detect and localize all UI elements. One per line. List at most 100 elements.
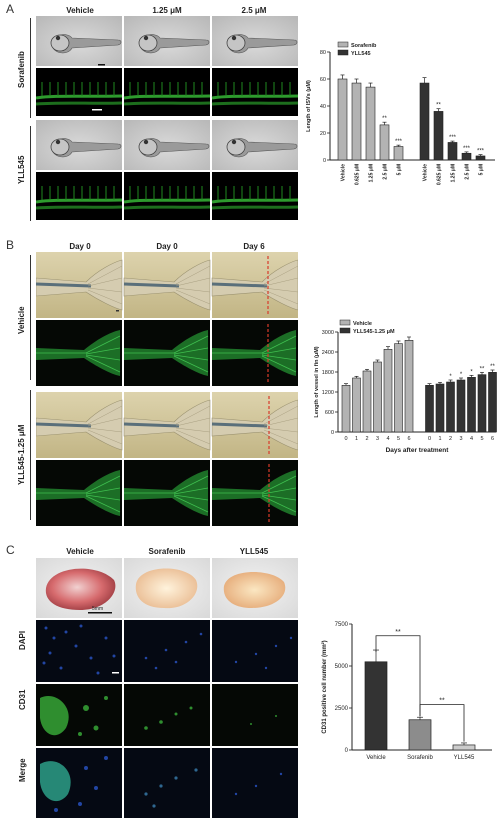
panel-label-b: B bbox=[6, 238, 15, 252]
y-tick-label: 2400 bbox=[322, 350, 334, 356]
bar bbox=[456, 379, 466, 433]
bar bbox=[383, 349, 393, 433]
significance-label: * bbox=[460, 372, 463, 378]
bar bbox=[373, 361, 382, 433]
panel-c-col-1: Vehicle bbox=[66, 547, 94, 556]
bar bbox=[393, 146, 404, 161]
x-tick-label: 3 bbox=[459, 436, 462, 442]
bar bbox=[379, 124, 390, 161]
x-tick-label: 4 bbox=[470, 436, 473, 442]
bar bbox=[404, 340, 414, 433]
panel-a-chart: 0 20 40 60 80 Length of ISVs (μM) Vehicle 0.625… bbox=[306, 41, 495, 185]
y-tick-label: 1200 bbox=[322, 390, 334, 396]
panel-a-row-line-2 bbox=[30, 126, 31, 221]
significance-label: *** bbox=[463, 146, 471, 152]
legend-swatch bbox=[339, 319, 351, 326]
bar bbox=[337, 78, 348, 161]
significance-label: ** bbox=[395, 629, 401, 636]
y-tick-label: 20 bbox=[320, 131, 326, 137]
significance-bracket bbox=[419, 704, 465, 742]
bar bbox=[467, 377, 476, 433]
significance-label: ** bbox=[490, 364, 495, 370]
x-tick-label: 3 bbox=[376, 436, 379, 442]
x-tick-label: 1 bbox=[355, 436, 358, 442]
y-tick-label: 40 bbox=[320, 104, 326, 110]
panel-b-row-line-1 bbox=[30, 255, 31, 380]
bar bbox=[365, 86, 376, 161]
x-tick-label: Vehicle bbox=[341, 164, 347, 181]
x-tick-label: Vehicle bbox=[366, 755, 386, 761]
legend-swatch bbox=[339, 327, 351, 334]
x-tick-label: 2 bbox=[449, 436, 452, 442]
panel-b-col-2: Day 0 bbox=[156, 242, 178, 251]
significance-label: *** bbox=[449, 135, 457, 141]
panel-a-row-2: YLL545 bbox=[17, 155, 26, 185]
panel-a-col-2: 1.25 μM bbox=[152, 6, 182, 15]
significance-label: * bbox=[470, 369, 473, 375]
x-tick-label: 1.25 μM bbox=[451, 164, 457, 182]
significance-label: * bbox=[449, 374, 452, 380]
y-tick-label: 0 bbox=[345, 748, 349, 754]
significance-label: ** bbox=[382, 116, 387, 122]
panel-c-chart: 0 2500 5000 7500 CD31 positive cell number (… bbox=[321, 622, 492, 761]
x-tick-label: YLL545 bbox=[454, 755, 475, 761]
panel-a-col-3: 2.5 μM bbox=[241, 6, 267, 15]
x-tick-label: 2.5 μM bbox=[383, 164, 389, 180]
significance-label: ** bbox=[439, 698, 445, 705]
x-tick-label: 2 bbox=[365, 436, 368, 442]
x-axis-label: Days after treatment bbox=[386, 447, 450, 454]
x-tick-label: 5 bbox=[397, 436, 400, 442]
legend-label: YLL545-1.25 μM bbox=[353, 329, 395, 335]
panel-b-col-3: Day 6 bbox=[243, 242, 265, 251]
x-tick-label: 0.625 μM bbox=[437, 164, 443, 185]
x-tick-label: 6 bbox=[491, 436, 494, 442]
y-axis-label: Length of vessel in fin (μM) bbox=[314, 346, 320, 417]
bar bbox=[433, 111, 444, 161]
x-tick-label: 0 bbox=[428, 436, 431, 442]
y-tick-label: 60 bbox=[320, 77, 326, 83]
bar bbox=[488, 372, 497, 433]
x-tick-label: 1.25 μM bbox=[369, 164, 375, 182]
legend-swatch bbox=[337, 49, 349, 56]
bar bbox=[394, 343, 403, 433]
y-tick-label: 0 bbox=[323, 158, 326, 164]
y-axis-label: CD31 positive cell number (mm²) bbox=[321, 640, 328, 733]
legend-label: Vehicle bbox=[353, 321, 372, 327]
x-tick-label: 1 bbox=[438, 436, 441, 442]
legend-label: Sorafenib bbox=[351, 43, 377, 49]
bar bbox=[461, 152, 472, 161]
panel-label-c: C bbox=[6, 543, 15, 557]
y-tick-label: 1800 bbox=[322, 370, 334, 376]
x-tick-label: 0 bbox=[344, 436, 347, 442]
significance-label: *** bbox=[395, 139, 403, 145]
panel-a-image-grid bbox=[36, 16, 298, 222]
panel-c-col-3: YLL545 bbox=[239, 547, 269, 556]
y-tick-label: 7500 bbox=[335, 622, 349, 628]
significance-label: ** bbox=[480, 366, 485, 372]
bar bbox=[425, 385, 434, 433]
bar bbox=[477, 374, 487, 433]
bar bbox=[351, 82, 362, 161]
x-tick-label: 2.5 μM bbox=[465, 164, 471, 180]
bar bbox=[408, 719, 432, 751]
y-tick-label: 600 bbox=[325, 410, 334, 416]
panel-c-col-2: Sorafenib bbox=[148, 547, 186, 556]
bar bbox=[452, 744, 476, 751]
significance-bracket bbox=[375, 635, 421, 717]
x-tick-label: 5 μM bbox=[397, 164, 403, 175]
x-tick-label: 5 bbox=[480, 436, 483, 442]
panel-label-a: A bbox=[6, 2, 15, 16]
y-tick-label: 80 bbox=[320, 50, 326, 56]
y-tick-label: 0 bbox=[331, 430, 334, 436]
y-tick-label: 3000 bbox=[322, 330, 334, 336]
y-tick-label: 5000 bbox=[335, 664, 349, 670]
x-tick-label: Vehicle bbox=[423, 164, 429, 181]
x-tick-label: Sorafenib bbox=[407, 755, 433, 761]
bar bbox=[446, 381, 455, 433]
panel-c-row-1: DAPI bbox=[18, 630, 27, 650]
x-tick-label: 5 μM bbox=[479, 164, 485, 175]
panel-c-row-3: Merge bbox=[18, 758, 27, 782]
panel-b-row-1: Vehicle bbox=[17, 306, 26, 334]
bar bbox=[419, 82, 430, 161]
